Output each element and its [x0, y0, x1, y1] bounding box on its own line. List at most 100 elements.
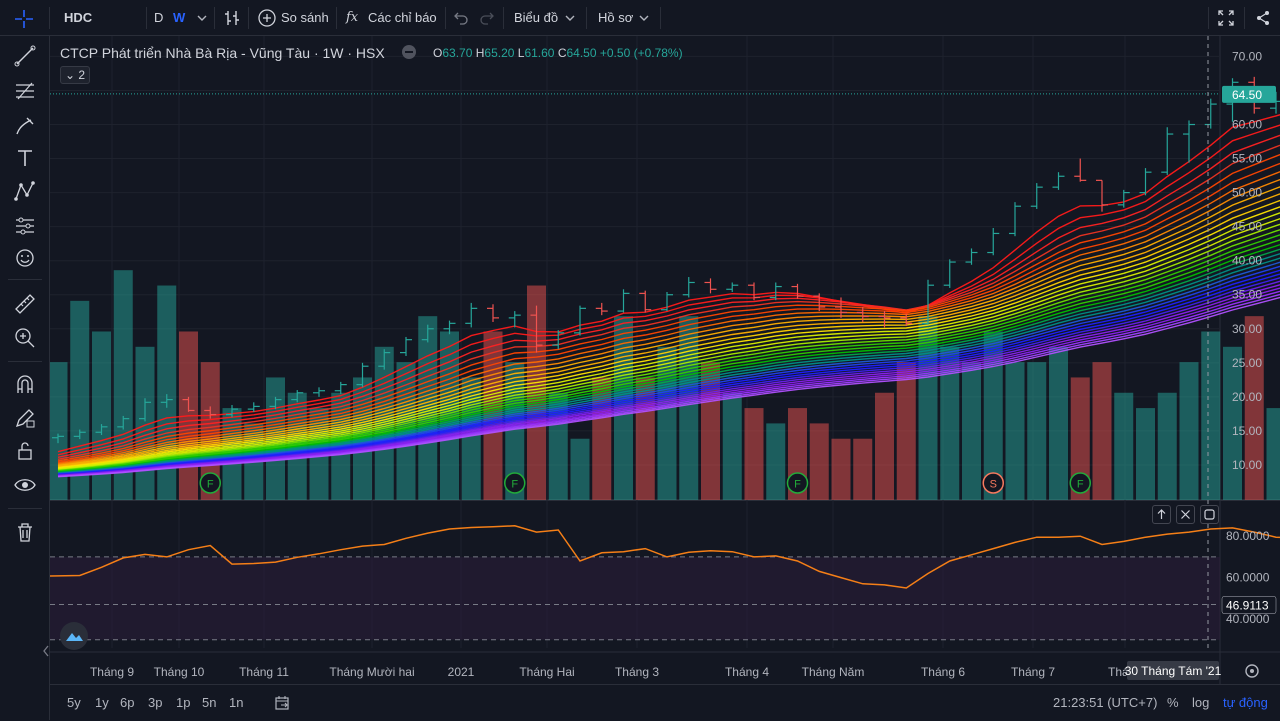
- compare-button[interactable]: So sánh: [281, 0, 329, 36]
- magnet-icon[interactable]: [13, 373, 37, 397]
- mountain-logo-icon: [60, 622, 88, 650]
- interval-week[interactable]: W: [173, 0, 185, 36]
- range-1y[interactable]: 1y: [95, 685, 109, 721]
- rsi-axis-label: 80.0000: [1226, 529, 1270, 543]
- range-5n[interactable]: 5n: [202, 685, 216, 721]
- time-axis-label: Tháng 7: [1011, 665, 1055, 679]
- legend-settings-icon[interactable]: [402, 45, 416, 59]
- percent-toggle[interactable]: %: [1167, 685, 1179, 721]
- brush-icon[interactable]: [13, 114, 37, 138]
- lock-pencil-icon[interactable]: [13, 406, 37, 430]
- auto-toggle[interactable]: tự động: [1223, 685, 1268, 721]
- rsi-axis-label: 40.0000: [1226, 612, 1270, 626]
- range-1n[interactable]: 1n: [229, 685, 243, 721]
- range-1p[interactable]: 1p: [176, 685, 190, 721]
- move-pane-up-button[interactable]: [1152, 505, 1171, 524]
- volume-bar: [723, 393, 742, 500]
- fullscreen-icon[interactable]: [1217, 9, 1235, 27]
- price-axis-label: 10.00: [1232, 458, 1262, 472]
- indicators-collapse-button[interactable]: ⌄ 2: [60, 66, 90, 84]
- volume-bar: [1114, 393, 1133, 500]
- volume-bar: [571, 439, 590, 500]
- range-6p[interactable]: 6p: [120, 685, 134, 721]
- prediction-tool-icon[interactable]: [13, 214, 37, 238]
- log-toggle[interactable]: log: [1192, 685, 1209, 721]
- ruler-icon[interactable]: [13, 292, 37, 316]
- unlock-icon[interactable]: [13, 439, 37, 463]
- rsi-band: [50, 557, 1220, 640]
- collapse-panel-icon[interactable]: [42, 644, 50, 658]
- rsi-current-tag: 46.9113: [1222, 597, 1276, 614]
- close-value: 64.50: [567, 46, 597, 60]
- price-axis-label: 70.00: [1232, 49, 1262, 63]
- divider: [1244, 7, 1245, 29]
- chevron-down-icon[interactable]: [564, 13, 576, 23]
- indicators-button[interactable]: Các chỉ báo: [368, 0, 437, 36]
- ohlc-bar: [705, 278, 717, 293]
- divider: [214, 7, 215, 29]
- ohlc-bar: [1161, 127, 1173, 175]
- time-axis-label: Tháng 6: [921, 665, 965, 679]
- pattern-tool-icon[interactable]: [13, 179, 37, 203]
- ohlc-bar: [1009, 202, 1021, 236]
- ohlc-bar: [1053, 172, 1065, 190]
- range-5y[interactable]: 5y: [67, 685, 81, 721]
- settings-gear-icon[interactable]: [1246, 665, 1258, 677]
- chart-canvas[interactable]: FFFSF70.0065.0060.0055.0050.0045.0040.00…: [50, 36, 1280, 684]
- chart-area[interactable]: FFFSF70.0065.0060.0055.0050.0045.0040.00…: [50, 36, 1280, 684]
- ohlc-bar: [792, 284, 804, 299]
- volume-bar: [897, 362, 916, 500]
- divider: [660, 7, 661, 29]
- ohlc-bar: [509, 311, 521, 327]
- bottom-toolbar: 21:23:51 (UTC+7) % log tự động 5y 1y 6p 3p 1…: [50, 684, 1280, 720]
- volume-bar: [1049, 347, 1068, 500]
- divider: [336, 7, 337, 29]
- event-marker-letter: F: [794, 479, 801, 491]
- event-marker-f: F: [788, 473, 808, 493]
- divider: [8, 508, 42, 509]
- top-toolbar: HDC D W So sánh 𝑓x Các chỉ báo Biểu đồ H…: [0, 0, 1280, 36]
- time-axis-label: 2021: [448, 665, 475, 679]
- eye-icon[interactable]: [13, 473, 37, 497]
- trash-icon[interactable]: [13, 520, 37, 544]
- share-icon[interactable]: [1255, 10, 1271, 26]
- volume-bar: [810, 423, 829, 500]
- chart-type-menu[interactable]: Biểu đồ: [514, 0, 558, 36]
- symbol-search[interactable]: HDC: [64, 0, 92, 36]
- text-tool-icon[interactable]: [13, 146, 37, 170]
- maximize-pane-button[interactable]: [1200, 505, 1219, 524]
- date-range-icon[interactable]: [274, 695, 290, 711]
- chevron-down-icon[interactable]: [196, 13, 208, 23]
- redo-icon[interactable]: [479, 10, 495, 26]
- clock[interactable]: 21:23:51 (UTC+7): [1053, 685, 1157, 721]
- maximize-icon: [1201, 506, 1218, 523]
- plus-circle-icon[interactable]: [257, 8, 277, 28]
- crosshair-menu-icon[interactable]: [13, 8, 35, 30]
- volume-bar: [853, 439, 872, 500]
- profile-menu[interactable]: Hồ sơ: [598, 0, 633, 36]
- chevron-down-icon[interactable]: [638, 13, 650, 23]
- ohlc-bar: [966, 248, 978, 264]
- time-axis-label: Tháng Năm: [802, 665, 865, 679]
- close-pane-button[interactable]: [1176, 505, 1195, 524]
- fx-icon[interactable]: 𝑓x: [346, 0, 358, 36]
- open-value: 63.70: [442, 46, 472, 60]
- fib-tool-icon[interactable]: [13, 79, 37, 103]
- undo-icon[interactable]: [453, 10, 469, 26]
- time-axis-label: Tháng 11: [239, 665, 289, 679]
- tradingview-logo[interactable]: [60, 622, 88, 650]
- zoom-in-icon[interactable]: [13, 326, 37, 350]
- price-axis-label: 45.00: [1232, 220, 1262, 234]
- trend-line-icon[interactable]: [13, 44, 37, 68]
- ohlc-bar: [335, 382, 347, 394]
- interval-day[interactable]: D: [154, 0, 163, 36]
- event-marker-letter: F: [511, 479, 518, 491]
- volume-bar: [1093, 362, 1112, 500]
- bar-style-icon[interactable]: [222, 8, 242, 28]
- volume-bar: [1158, 393, 1177, 500]
- ohlc-bar: [944, 259, 956, 288]
- arrow-up-icon: [1153, 506, 1170, 523]
- event-marker-letter: F: [207, 479, 214, 491]
- smiley-icon[interactable]: [13, 246, 37, 270]
- range-3p[interactable]: 3p: [148, 685, 162, 721]
